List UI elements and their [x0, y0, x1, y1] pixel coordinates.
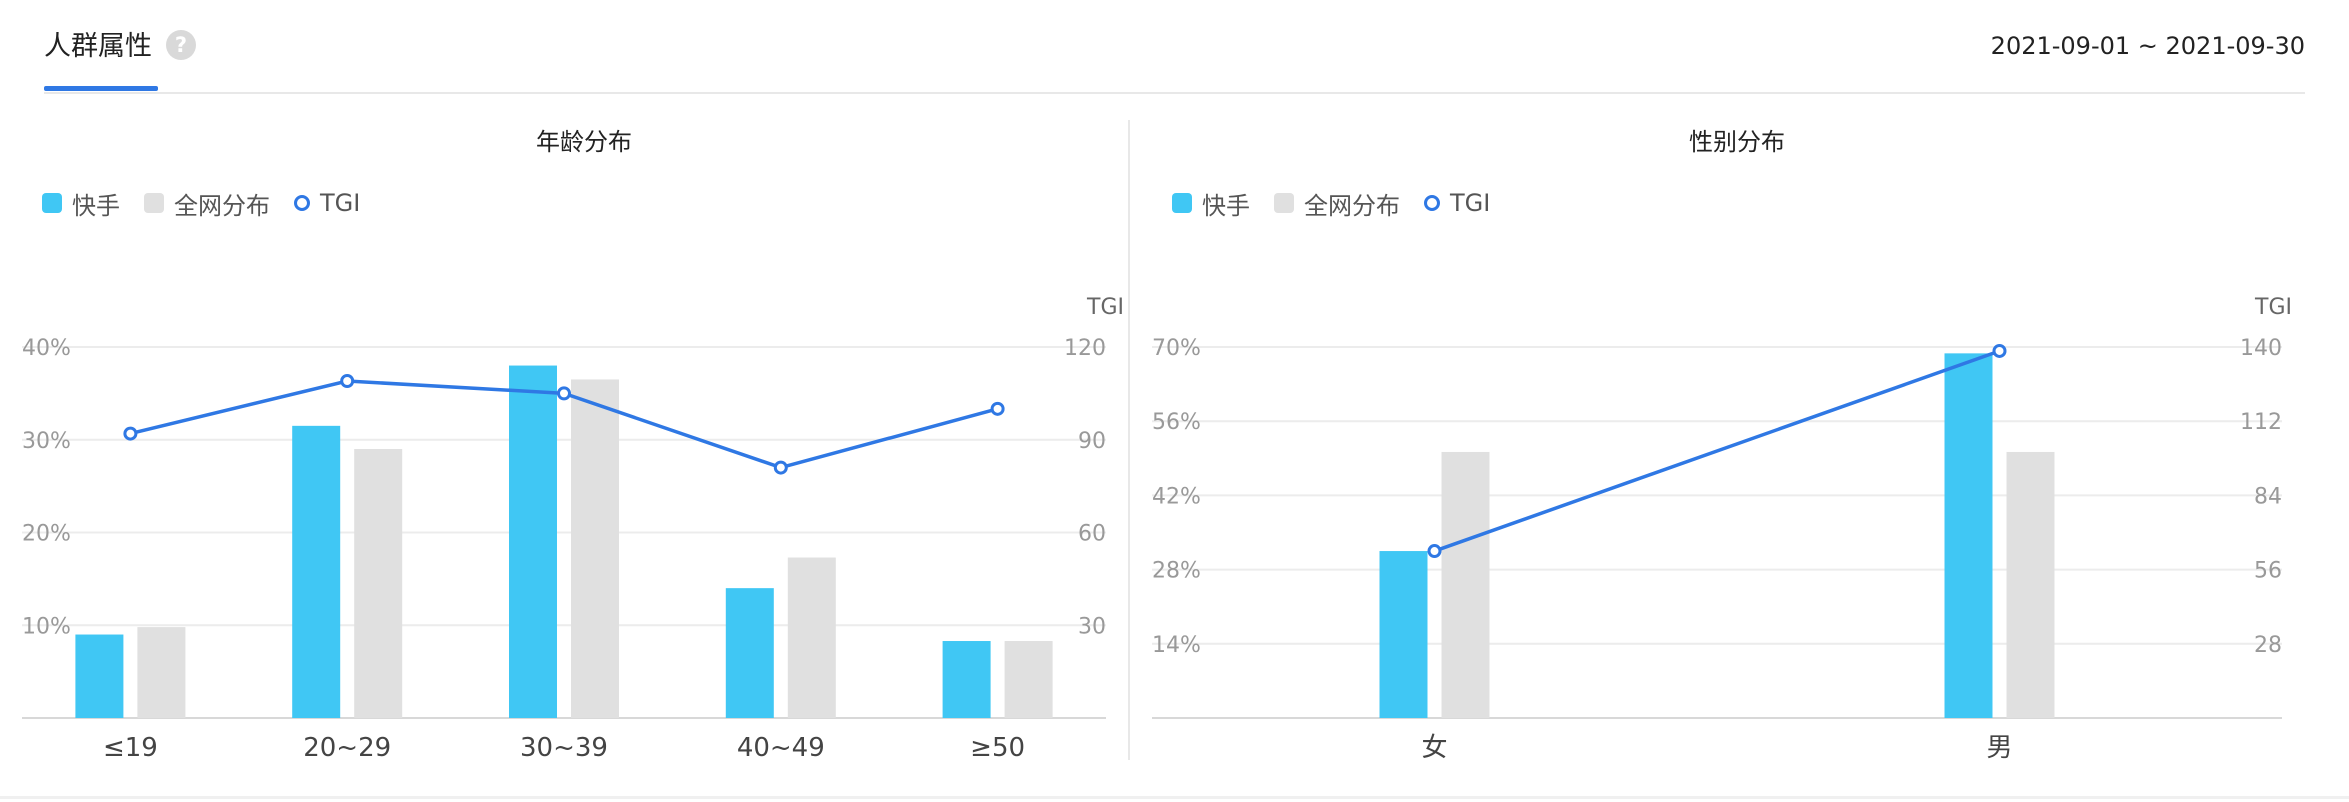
date-range[interactable]: 2021-09-01 ~ 2021-09-30: [1990, 32, 2305, 60]
bar-network: [571, 379, 619, 718]
x-tick-label: 20~29: [303, 733, 391, 763]
x-tick-label: 30~39: [520, 733, 608, 763]
age-distribution-panel: 年龄分布 快手 全网分布 TGI 10% 20% 30% 40% 30 60 90 120 TG…: [0, 100, 1128, 780]
x-tick-label: 女: [1421, 733, 1447, 763]
legend-item-tgi[interactable]: TGI: [1424, 189, 1490, 217]
tgi-line: [1433, 349, 2001, 553]
help-icon[interactable]: ?: [166, 30, 196, 60]
legend-label-kuaishou: 快手: [1202, 191, 1250, 220]
bar-kuaishou: [1379, 551, 1428, 718]
age-legend: 快手 全网分布 TGI: [42, 186, 384, 221]
y2-tick-label: 30: [1078, 614, 1106, 639]
legend-label-tgi: TGI: [320, 189, 361, 217]
bar-network: [354, 449, 403, 718]
x-tick-label: 男: [1986, 733, 2012, 763]
y-tick-label: 28%: [1152, 559, 1201, 584]
gender-chart: 14% 28% 42% 56% 70% 28 56 84 112 140 TGI 女 男: [1152, 295, 2292, 763]
bar-kuaishou: [75, 634, 124, 718]
legend-item-tgi[interactable]: TGI: [294, 189, 360, 217]
x-tick-label: ≤19: [103, 733, 158, 763]
x-tick-label: ≥50: [970, 733, 1025, 763]
header-divider: [44, 92, 2305, 94]
bar-network: [2006, 451, 2055, 718]
y-tick-label: 30%: [22, 429, 71, 454]
legend-label-network: 全网分布: [1304, 191, 1400, 220]
tab-audience-attributes[interactable]: 人群属性: [44, 31, 152, 62]
tgi-point: [990, 401, 1005, 416]
y2-tick-label: 120: [1064, 336, 1106, 361]
bar-kuaishou: [292, 425, 341, 718]
bar-kuaishou: [725, 588, 774, 718]
y-tick-label: 20%: [22, 522, 71, 547]
y2-tick-label: 84: [2254, 484, 2282, 509]
age-chart-title: 年龄分布: [536, 128, 632, 156]
bar-network: [137, 627, 186, 718]
legend-swatch-kuaishou: [42, 193, 62, 213]
y2-tick-label: 28: [2254, 633, 2282, 658]
legend-item-kuaishou[interactable]: 快手: [42, 186, 120, 221]
bottom-divider: [0, 796, 2349, 799]
legend-label-tgi: TGI: [1450, 189, 1491, 217]
y-tick-label: 56%: [1152, 410, 1201, 435]
bar-network: [1004, 641, 1053, 718]
y2-tick-label: 140: [2240, 336, 2282, 361]
y2-axis-title: TGI: [2254, 295, 2292, 320]
bar-network: [787, 557, 836, 718]
legend-item-network[interactable]: 全网分布: [1274, 186, 1400, 221]
legend-swatch-tgi: [1424, 195, 1440, 211]
legend-label-kuaishou: 快手: [72, 191, 120, 220]
y-tick-label: 40%: [22, 336, 71, 361]
y2-axis-title: TGI: [1086, 295, 1124, 320]
legend-item-network[interactable]: 全网分布: [144, 186, 270, 221]
legend-item-kuaishou[interactable]: 快手: [1172, 186, 1250, 221]
y-tick-label: 10%: [22, 614, 71, 639]
y-tick-label: 70%: [1152, 336, 1201, 361]
y-tick-label: 14%: [1152, 633, 1201, 658]
tgi-point: [557, 386, 571, 401]
tgi-point: [1427, 544, 1442, 559]
panel-divider: [1128, 120, 1130, 760]
legend-swatch-tgi: [294, 195, 310, 211]
tgi-point: [340, 374, 355, 389]
legend-swatch-network: [144, 193, 164, 213]
gender-chart-title: 性别分布: [1689, 128, 1785, 156]
age-chart: 10% 20% 30% 40% 30 60 90 120 TGI ≤19 20~29 30~39 40~…: [22, 295, 1124, 763]
bar-kuaishou: [942, 641, 991, 718]
legend-swatch-kuaishou: [1172, 193, 1192, 213]
bar-network: [1441, 451, 1490, 718]
bar-kuaishou: [1944, 353, 1993, 718]
y-tick-label: 42%: [1152, 484, 1201, 509]
tab-active-indicator: [44, 86, 158, 91]
bar-kuaishou: [509, 365, 557, 718]
y2-tick-label: 112: [2240, 410, 2282, 435]
gender-legend: 快手 全网分布 TGI: [1172, 186, 1514, 221]
tgi-point: [773, 460, 788, 475]
legend-label-network: 全网分布: [174, 191, 270, 220]
section-header: 人群属性 ? 2021-09-01 ~ 2021-09-30: [0, 0, 2349, 95]
gender-distribution-panel: 性别分布 快手 全网分布 TGI 14% 28% 42% 56% 70% 28 56 84 11…: [1130, 100, 2349, 780]
tgi-point: [1992, 343, 2007, 358]
y2-tick-label: 60: [1078, 522, 1106, 547]
tgi-point: [123, 426, 138, 441]
legend-swatch-network: [1274, 193, 1294, 213]
y2-tick-label: 56: [2254, 559, 2282, 584]
y2-tick-label: 90: [1078, 429, 1106, 454]
x-tick-label: 40~49: [737, 733, 825, 763]
